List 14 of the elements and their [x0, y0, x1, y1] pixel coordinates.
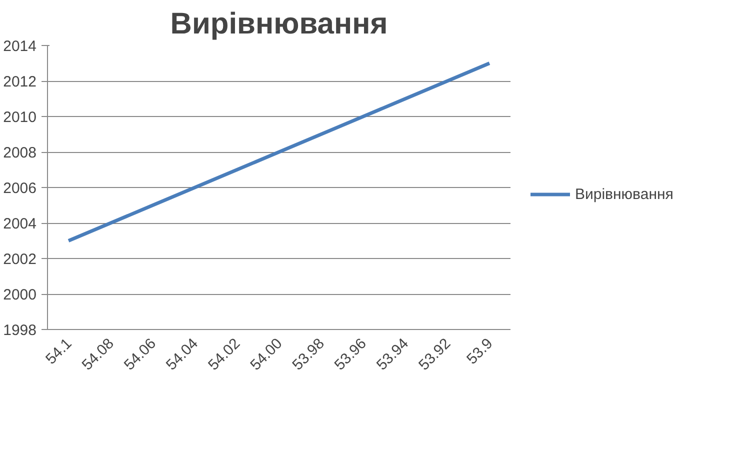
chart-title: Вирівнювання [170, 8, 388, 40]
legend-label: Вирівнювання [575, 186, 674, 202]
y-tick-label: 2000 [3, 286, 37, 304]
y-tick-label: 2012 [3, 74, 37, 90]
y-tick-label: 2010 [3, 109, 37, 126]
y-tick-label: 2002 [3, 251, 37, 268]
y-tick-label: 2008 [3, 144, 37, 162]
x-tick-label: 54.1 [42, 335, 76, 368]
y-tick-label: 2004 [3, 216, 37, 232]
y-tick-label: 2006 [3, 180, 37, 197]
y-tick-label: 2014 [3, 38, 37, 55]
x-tick-label: 53.9 [464, 335, 496, 368]
line-series [66, 62, 492, 242]
y-tick-label: 1998 [3, 322, 37, 339]
